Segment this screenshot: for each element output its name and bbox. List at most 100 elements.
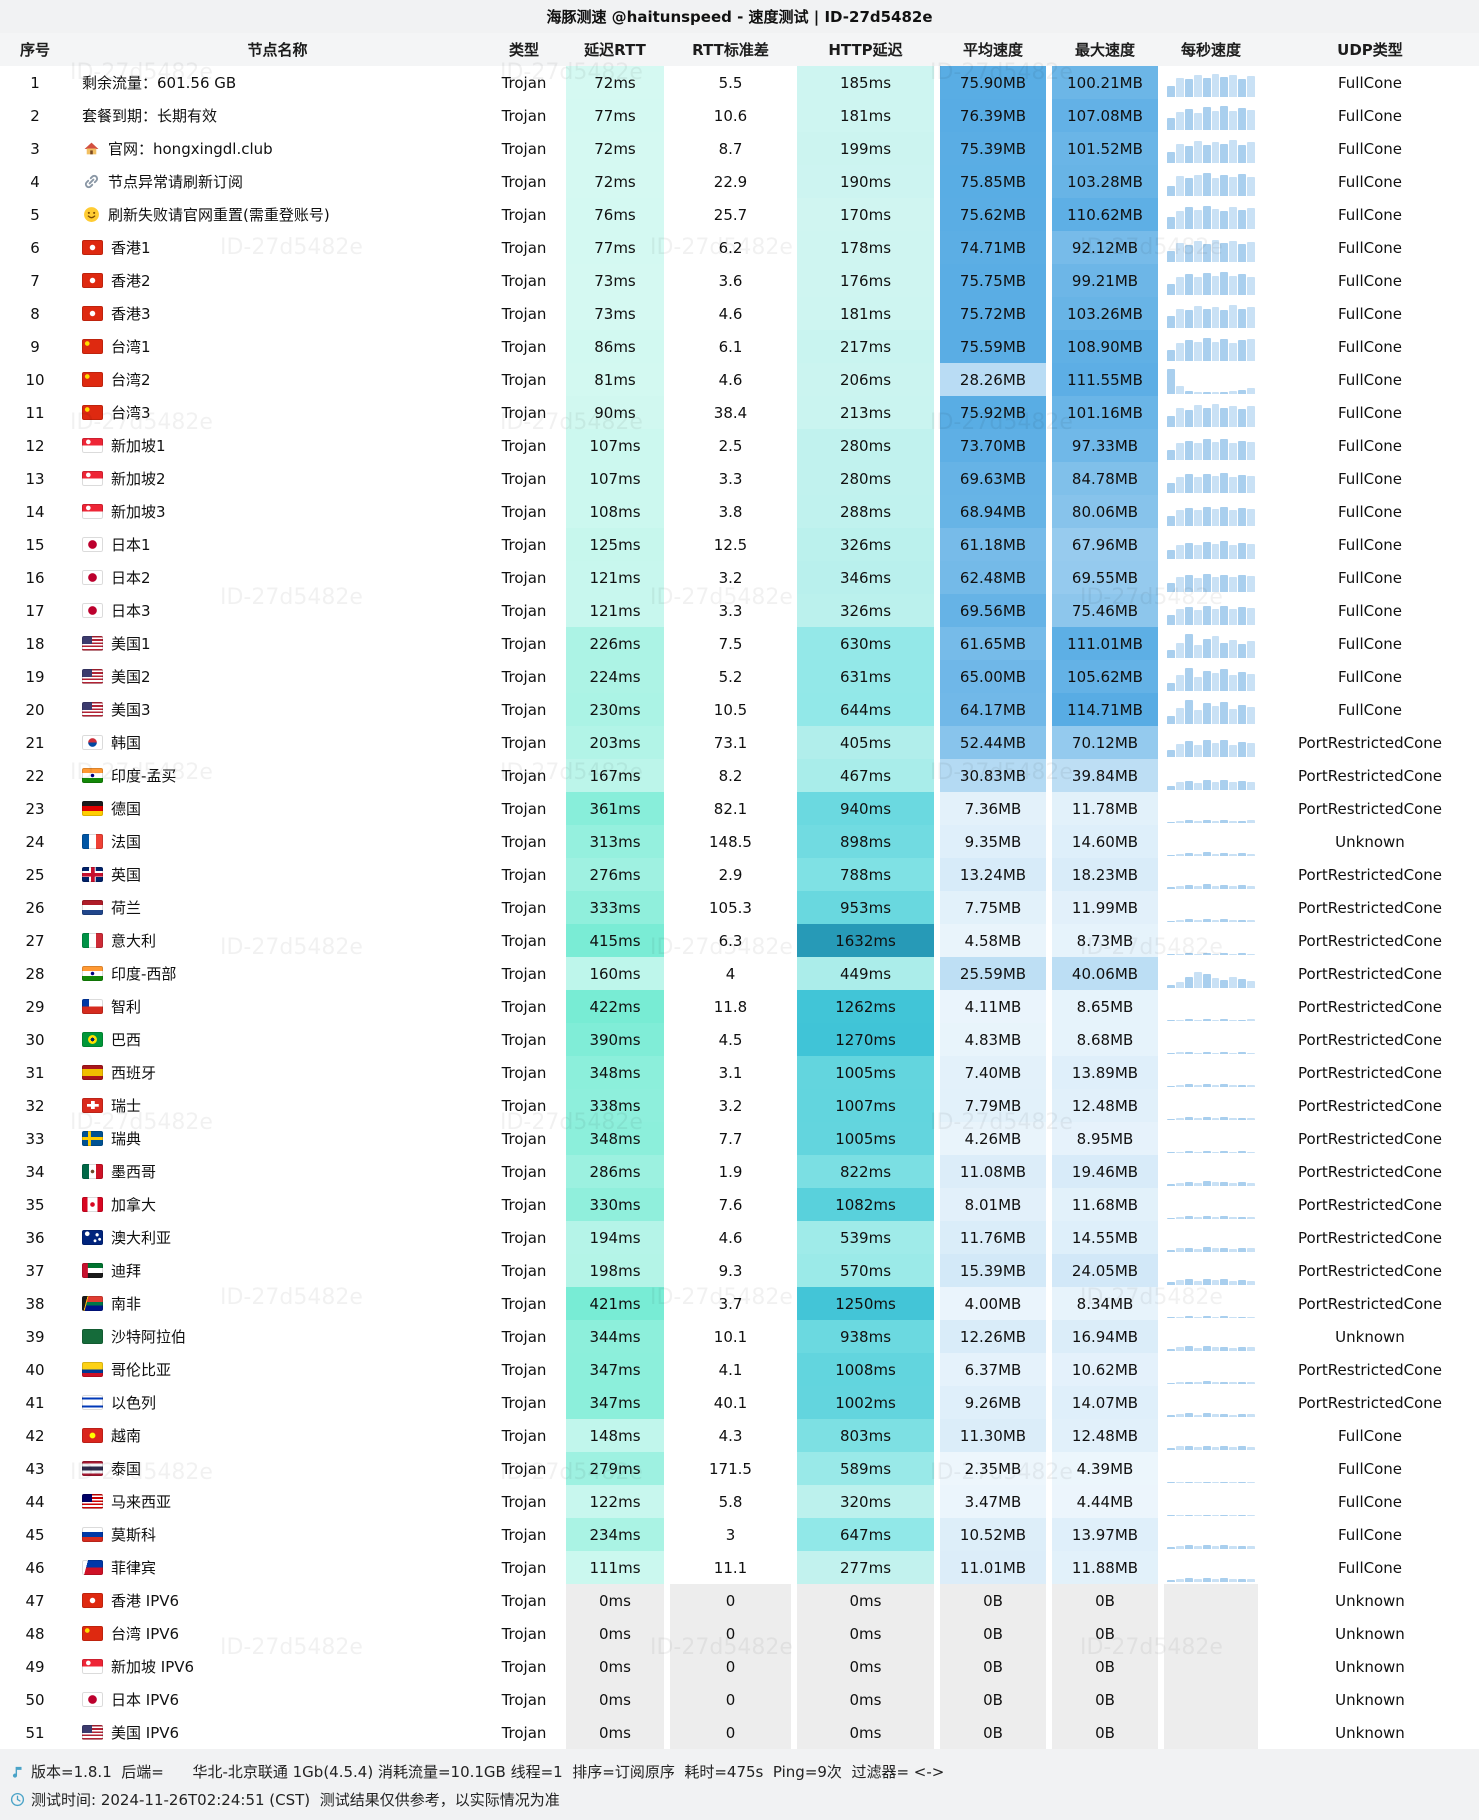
node-name-cell: 日本 IPV6 (70, 1683, 485, 1716)
row-index: 28 (25, 964, 45, 983)
country-flag-icon (82, 1395, 103, 1410)
node-type: Trojan (501, 667, 547, 686)
rtt-stddev-value: 8.7 (667, 132, 794, 165)
max-speed-value: 69.55MB (1049, 561, 1161, 594)
table-row: 39 沙特阿拉伯 Trojan 344ms 10.1 938ms 12.26MB… (0, 1320, 1479, 1353)
latency-rtt-value: 0ms (563, 1650, 667, 1683)
http-latency-value: 467ms (794, 759, 937, 792)
row-index: 48 (25, 1624, 45, 1643)
node-type: Trojan (501, 337, 547, 356)
table-row: 32 瑞士 Trojan 338ms 3.2 1007ms 7.79MB 12.… (0, 1089, 1479, 1122)
http-latency-value: 630ms (794, 627, 937, 660)
http-latency-value: 170ms (794, 198, 937, 231)
node-type: Trojan (501, 1096, 547, 1115)
per-second-speed-sparkline (1161, 561, 1261, 594)
avg-speed-value: 4.58MB (937, 924, 1049, 957)
http-latency-value: 1632ms (794, 924, 937, 957)
node-type: Trojan (501, 997, 547, 1016)
country-flag-icon (82, 1065, 103, 1080)
footer-bar: 版本=1.8.1 后端= 华北-北京联通 1Gb(4.5.4) 消耗流量=10.… (0, 1749, 1479, 1820)
latency-rtt-value: 121ms (563, 594, 667, 627)
table-row: 37 迪拜 Trojan 198ms 9.3 570ms 15.39MB 24.… (0, 1254, 1479, 1287)
per-second-speed-sparkline (1161, 1452, 1261, 1485)
node-name: 墨西哥 (111, 1163, 157, 1181)
per-second-speed-sparkline (1161, 891, 1261, 924)
table-row: 51 美国 IPV6 Trojan 0ms 0 0ms 0B 0B Unknow… (0, 1716, 1479, 1749)
table-row: 21 韩国 Trojan 203ms 73.1 405ms 52.44MB 70… (0, 726, 1479, 759)
latency-rtt-value: 0ms (563, 1617, 667, 1650)
http-latency-value: 898ms (794, 825, 937, 858)
udp-type-value: PortRestrictedCone (1297, 865, 1442, 884)
country-flag-icon (82, 1329, 103, 1344)
row-index: 20 (25, 700, 45, 719)
row-index: 39 (25, 1327, 45, 1346)
row-index: 24 (25, 832, 45, 851)
latency-rtt-value: 77ms (563, 231, 667, 264)
node-name-cell: 瑞士 (70, 1089, 485, 1122)
per-second-speed-sparkline (1161, 429, 1261, 462)
per-second-speed-sparkline (1161, 1320, 1261, 1353)
http-latency-value: 0ms (794, 1584, 937, 1617)
avg-speed-value: 9.26MB (937, 1386, 1049, 1419)
node-name: 巴西 (111, 1031, 142, 1049)
max-speed-value: 14.60MB (1049, 825, 1161, 858)
row-index: 43 (25, 1459, 45, 1478)
node-name: 澳大利亚 (111, 1229, 172, 1247)
rtt-stddev-value: 3 (667, 1518, 794, 1551)
country-flag-icon (82, 867, 103, 882)
country-flag-icon (82, 636, 103, 651)
node-name-cell: 以色列 (70, 1386, 485, 1419)
row-index: 32 (25, 1096, 45, 1115)
table-row: 8 香港3 Trojan 73ms 4.6 181ms 75.72MB 103.… (0, 297, 1479, 330)
node-type: Trojan (501, 1360, 547, 1379)
max-speed-value: 0B (1049, 1650, 1161, 1683)
latency-rtt-value: 86ms (563, 330, 667, 363)
rtt-stddev-value: 0 (667, 1584, 794, 1617)
country-flag-icon (82, 1131, 103, 1146)
row-index: 49 (25, 1657, 45, 1676)
node-type: Trojan (501, 931, 547, 950)
table-row: 11 台湾3 Trojan 90ms 38.4 213ms 75.92MB 10… (0, 396, 1479, 429)
table-row: 9 台湾1 Trojan 86ms 6.1 217ms 75.59MB 108.… (0, 330, 1479, 363)
node-name: 马来西亚 (111, 1493, 172, 1511)
max-speed-value: 99.21MB (1049, 264, 1161, 297)
country-flag-icon (82, 900, 103, 915)
avg-speed-value: 25.59MB (937, 957, 1049, 990)
udp-type-value: FullCone (1337, 106, 1403, 125)
table-row: 19 美国2 Trojan 224ms 5.2 631ms 65.00MB 10… (0, 660, 1479, 693)
per-second-speed-sparkline (1161, 693, 1261, 726)
table-row: 23 德国 Trojan 361ms 82.1 940ms 7.36MB 11.… (0, 792, 1479, 825)
node-type: Trojan (501, 964, 547, 983)
max-speed-value: 8.34MB (1049, 1287, 1161, 1320)
row-index: 7 (30, 271, 40, 290)
table-row: 2 套餐到期：长期有效 Trojan 77ms 10.6 181ms 76.39… (0, 99, 1479, 132)
latency-rtt-value: 108ms (563, 495, 667, 528)
per-second-speed-sparkline (1161, 1221, 1261, 1254)
col-header-type: 类型 (508, 41, 539, 59)
table-header: 序号 节点名称 类型 延迟RTT RTT标准差 HTTP延迟 平均速度 最大速度… (0, 33, 1479, 66)
table-row: 36 澳大利亚 Trojan 194ms 4.6 539ms 11.76MB 1… (0, 1221, 1479, 1254)
max-speed-value: 13.89MB (1049, 1056, 1161, 1089)
udp-type-value: PortRestrictedCone (1297, 931, 1442, 950)
node-name: 印度-孟买 (111, 767, 177, 785)
udp-type-value: PortRestrictedCone (1297, 1360, 1442, 1379)
http-latency-value: 1005ms (794, 1056, 937, 1089)
max-speed-value: 70.12MB (1049, 726, 1161, 759)
rtt-stddev-value: 3.3 (667, 462, 794, 495)
table-row: 13 新加坡2 Trojan 107ms 3.3 280ms 69.63MB 8… (0, 462, 1479, 495)
rtt-stddev-value: 7.6 (667, 1188, 794, 1221)
col-header-rtt-stddev: RTT标准差 (692, 41, 769, 59)
udp-type-value: FullCone (1337, 1558, 1403, 1577)
row-index: 31 (25, 1063, 45, 1082)
rtt-stddev-value: 4.1 (667, 1353, 794, 1386)
col-header-per-second-speed: 每秒速度 (1180, 41, 1241, 59)
per-second-speed-sparkline (1161, 495, 1261, 528)
table-row: 33 瑞典 Trojan 348ms 7.7 1005ms 4.26MB 8.9… (0, 1122, 1479, 1155)
http-latency-value: 217ms (794, 330, 937, 363)
max-speed-value: 24.05MB (1049, 1254, 1161, 1287)
node-type: Trojan (501, 1459, 547, 1478)
avg-speed-value: 73.70MB (937, 429, 1049, 462)
udp-type-value: FullCone (1337, 1426, 1403, 1445)
table-row: 47 香港 IPV6 Trojan 0ms 0 0ms 0B 0B Unknow… (0, 1584, 1479, 1617)
latency-rtt-value: 226ms (563, 627, 667, 660)
